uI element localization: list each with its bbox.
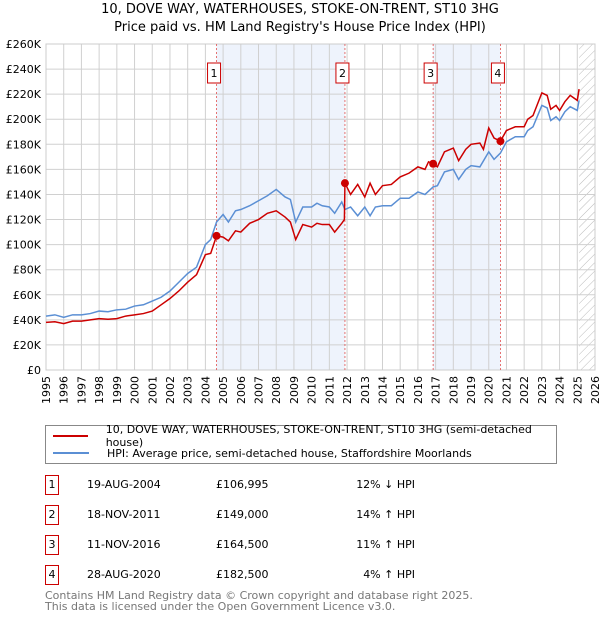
transaction-price: £149,000	[216, 508, 269, 521]
transaction-row: 2 18-NOV-2011 £149,000 14% ↑ HPI	[45, 505, 445, 525]
property-price-line	[45, 89, 580, 325]
x-tick-label: 2006	[235, 376, 248, 404]
chart-title: 10, DOVE WAY, WATERHOUSES, STOKE-ON-TREN…	[101, 2, 499, 17]
hpi-line	[45, 100, 580, 319]
x-tick-label: 2012	[341, 376, 354, 404]
sale-label-box	[423, 62, 438, 84]
sale-label-number: 3	[427, 67, 434, 80]
sale-point	[212, 231, 221, 240]
y-tick-label: £20K	[13, 339, 42, 352]
y-tick-label: £60K	[13, 289, 42, 302]
y-tick-label: £0	[27, 364, 41, 377]
transaction-hpi-diff: 12% ↓ HPI	[356, 478, 415, 491]
x-tick-label: 2025	[571, 376, 584, 404]
transaction-number-badge: 3	[45, 535, 59, 555]
legend-label-hpi: HPI: Average price, semi-detached house,…	[107, 446, 472, 460]
x-tick-label: 2022	[518, 376, 531, 404]
y-tick-label: £200K	[6, 113, 42, 126]
y-tick-label: £260K	[6, 38, 42, 51]
transaction-number-badge: 4	[45, 565, 59, 585]
sale-label-number: 2	[339, 67, 346, 80]
y-tick-label: £80K	[13, 264, 42, 277]
x-tick-label: 1995	[40, 376, 53, 404]
transaction-row: 3 11-NOV-2016 £164,500 11% ↑ HPI	[45, 535, 445, 555]
price-chart: 1995 1996 1997 1998 1999 2000 2001 2002 2003 2004…	[6, 38, 600, 404]
legend-swatch-blue	[53, 452, 89, 454]
legend-item-property: 10, DOVE WAY, WATERHOUSES, STOKE-ON-TREN…	[53, 423, 556, 449]
transaction-hpi-diff: 14% ↑ HPI	[356, 508, 415, 521]
sale-label-number: 1	[211, 67, 218, 80]
transaction-date: 18-NOV-2011	[87, 508, 161, 521]
sale-point	[496, 137, 505, 146]
y-tick-label: £100K	[6, 239, 42, 252]
x-tick-label: 2007	[253, 376, 266, 404]
transaction-price: £164,500	[216, 538, 269, 551]
sale-point	[340, 179, 349, 188]
x-tick-label: 2004	[199, 376, 212, 404]
x-tick-label: 2016	[412, 376, 425, 404]
transaction-number-badge: 2	[45, 505, 59, 525]
x-tick-label: 1997	[75, 376, 88, 404]
legend-label-property: 10, DOVE WAY, WATERHOUSES, STOKE-ON-TREN…	[105, 423, 532, 449]
x-tick-label: 2000	[129, 376, 142, 404]
sale-label-box	[490, 62, 505, 84]
legend-item-hpi: HPI: Average price, semi-detached house,…	[53, 445, 472, 461]
x-tick-label: 2005	[217, 376, 230, 404]
transaction-hpi-diff: 11% ↑ HPI	[356, 538, 415, 551]
transaction-number-badge: 1	[45, 475, 59, 495]
shaded-period	[216, 44, 345, 370]
x-tick-label: 1996	[58, 376, 71, 404]
forecast-hatch	[579, 44, 595, 370]
sale-point	[429, 159, 438, 168]
x-tick-label: 2018	[447, 376, 460, 404]
sale-label-box	[335, 62, 350, 84]
x-tick-label: 2019	[465, 376, 478, 404]
footer-licence: This data is licensed under the Open Gov…	[45, 600, 396, 613]
x-tick-label: 2011	[323, 376, 336, 404]
x-tick-label: 2017	[430, 376, 443, 404]
x-tick-label: 2026	[589, 376, 600, 404]
chart-subtitle: Price paid vs. HM Land Registry's House …	[114, 20, 486, 35]
x-tick-label: 2003	[182, 376, 195, 404]
x-tick-label: 2010	[306, 376, 319, 404]
transaction-row: 1 19-AUG-2004 £106,995 12% ↓ HPI	[45, 475, 445, 495]
x-tick-label: 2001	[146, 376, 159, 404]
x-tick-label: 2014	[376, 376, 389, 404]
legend-swatch-red	[53, 435, 88, 437]
x-tick-label: 2024	[554, 376, 567, 404]
transaction-row: 4 28-AUG-2020 £182,500 4% ↑ HPI	[45, 565, 445, 585]
plot-frame	[45, 43, 596, 371]
transaction-date: 28-AUG-2020	[87, 568, 161, 581]
x-tick-label: 2009	[288, 376, 301, 404]
transaction-hpi-diff: 4% ↑ HPI	[363, 568, 415, 581]
x-tick-label: 2015	[394, 376, 407, 404]
y-tick-label: £220K	[6, 88, 42, 101]
y-tick-label: £120K	[6, 214, 42, 227]
y-tick-label: £40K	[13, 314, 42, 327]
legend: 10, DOVE WAY, WATERHOUSES, STOKE-ON-TREN…	[45, 423, 557, 464]
y-tick-label: £180K	[6, 138, 42, 151]
x-tick-label: 2023	[536, 376, 549, 404]
sale-label-number: 4	[494, 67, 501, 80]
x-tick-label: 2008	[270, 376, 283, 404]
transaction-date: 11-NOV-2016	[87, 538, 161, 551]
transaction-price: £106,995	[216, 478, 269, 491]
shaded-period	[433, 44, 501, 370]
x-tick-label: 2021	[500, 376, 513, 404]
sale-label-box	[207, 62, 222, 84]
y-tick-label: £160K	[6, 163, 42, 176]
x-tick-label: 2002	[164, 376, 177, 404]
transaction-date: 19-AUG-2004	[87, 478, 161, 491]
x-tick-label: 1998	[93, 376, 106, 404]
x-tick-label: 2013	[359, 376, 372, 404]
x-tick-label: 2020	[483, 376, 496, 404]
x-tick-label: 1999	[111, 376, 124, 404]
y-tick-label: £240K	[6, 63, 42, 76]
footer-copyright: Contains HM Land Registry data © Crown c…	[45, 589, 473, 602]
transaction-price: £182,500	[216, 568, 269, 581]
y-tick-label: £140K	[6, 188, 42, 201]
